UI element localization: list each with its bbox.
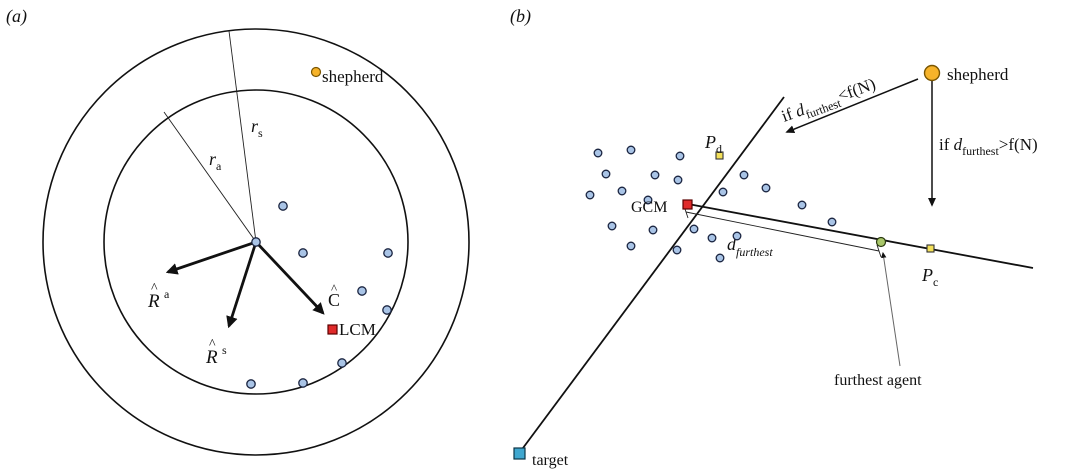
agent (601, 169, 611, 179)
agent (357, 286, 367, 296)
r-s-vector-label: R s ^ (205, 337, 227, 368)
c-vector-arrow (254, 241, 325, 315)
panel-b-label: (b) (510, 6, 531, 27)
agent (382, 305, 392, 315)
p-c-label: Pc (921, 265, 938, 289)
d-furthest-dimension (685, 211, 880, 252)
agent (626, 145, 636, 155)
agent (585, 190, 595, 200)
agent (607, 221, 617, 231)
svg-text:^: ^ (209, 337, 216, 352)
p-c-marker (926, 244, 935, 253)
shepherd-label: shepherd (947, 65, 1009, 84)
c-vector-label: C ^ (328, 281, 340, 310)
panel-a-agents (246, 201, 393, 389)
shepherd-label: shepherd (322, 67, 384, 86)
agent (675, 151, 685, 161)
agent (797, 200, 807, 210)
agent (626, 241, 636, 251)
svg-text:^: ^ (331, 281, 337, 296)
svg-text:^: ^ (151, 281, 158, 296)
panel-b-agents (585, 145, 837, 263)
drive-condition-label: if dfurthest<f(N) (779, 74, 880, 129)
agent (246, 379, 256, 389)
agent (827, 217, 837, 227)
panel-b: (b) dfurthest furthest agent shepherd if… (510, 6, 1038, 469)
agent (278, 201, 288, 211)
d-furthest-label: dfurthest (727, 234, 773, 259)
gcm-marker (682, 199, 693, 210)
target-marker (513, 447, 526, 460)
svg-text:s: s (222, 343, 227, 357)
agent (383, 248, 393, 258)
furthest-agent-pointer-arrow (881, 251, 901, 367)
svg-text:a: a (164, 287, 170, 301)
agent (761, 183, 771, 193)
r-s-radius-line (228, 30, 257, 243)
lcm-marker (327, 324, 338, 335)
r-s-vector-arrow (226, 241, 258, 329)
r-s-label: rs (251, 116, 263, 140)
r-a-radius-line (163, 111, 257, 243)
target-line (519, 96, 785, 453)
agent (673, 175, 683, 185)
agent (643, 195, 653, 205)
agent (707, 233, 717, 243)
agent (648, 225, 658, 235)
agent (739, 170, 749, 180)
agent (593, 148, 603, 158)
r-a-vector-arrow (165, 240, 257, 275)
focal-agent (251, 237, 261, 247)
shepherd-marker (310, 66, 322, 78)
agent (732, 231, 742, 241)
target-label: target (532, 452, 569, 469)
agent (337, 358, 347, 368)
agent (672, 245, 682, 255)
p-d-marker (715, 151, 724, 160)
agent (650, 170, 660, 180)
svg-text:R: R (147, 291, 160, 312)
lcm-label: LCM (339, 320, 376, 339)
agent (689, 224, 699, 234)
panel-a: (a) rs ra shepherd R a ^ R s ^ C ^ LCM (6, 6, 470, 456)
repulsion-radius-ring (42, 28, 470, 456)
shepherd-marker (923, 64, 941, 82)
collect-condition-label: if dfurthest>f(N) (939, 135, 1038, 158)
svg-text:C: C (328, 290, 340, 310)
attraction-radius-ring (103, 89, 409, 395)
drive-arrow (785, 78, 919, 134)
p-d-label: Pd (704, 132, 722, 156)
r-a-label: ra (209, 149, 222, 173)
gcm-line (687, 203, 1034, 269)
svg-text:R: R (205, 347, 218, 368)
furthest-agent-marker (875, 236, 887, 248)
furthest-agent-label: furthest agent (834, 372, 922, 389)
gcm-label: GCM (631, 199, 667, 216)
agent (298, 248, 308, 258)
agent (298, 378, 308, 388)
r-a-vector-label: R a ^ (147, 281, 170, 312)
agent (617, 186, 627, 196)
agent (718, 187, 728, 197)
panel-a-label: (a) (6, 6, 27, 27)
agent (715, 253, 725, 263)
